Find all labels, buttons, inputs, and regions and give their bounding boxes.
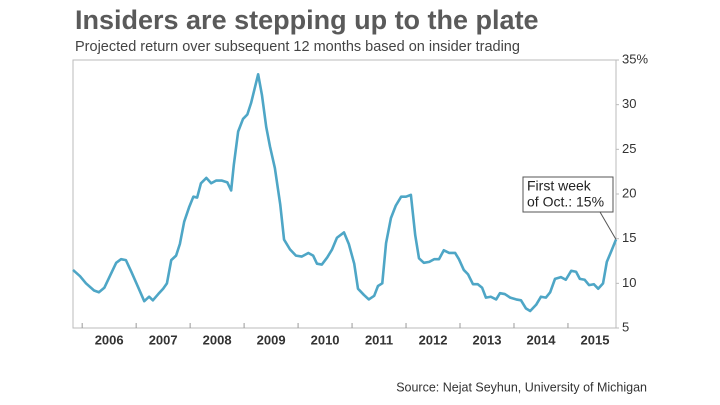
data-line [72,72,618,313]
annotation-leader [599,211,617,240]
chart-subtitle: Projected return over subsequent 12 mont… [75,39,520,55]
x-tick-label: 2008 [203,332,232,347]
y-tick-label: 35% [622,51,648,66]
x-tick-label: 2014 [527,332,557,347]
x-tick-label: 2012 [419,332,448,347]
x-tick-label: 2011 [365,332,393,347]
y-tick-label: 25 [622,141,636,156]
annotation-text: First week [527,178,592,194]
x-tick-label: 2015 [581,332,610,347]
annotation-box [522,176,614,213]
y-tick-label: 20 [622,185,636,200]
x-tick-label: 2006 [95,332,124,347]
x-tick-label: 2010 [311,332,340,347]
x-tick-label: 2009 [257,332,286,347]
y-tick-label: 10 [622,275,636,290]
y-tick-label: 15 [622,230,636,245]
y-tick-label: 5 [622,319,629,334]
y-tick-label: 30 [622,96,636,111]
x-tick-label: 2013 [473,332,502,347]
annotation-text: of Oct.: 15% [527,194,604,210]
source-note: Source: Nejat Seyhun, University of Mich… [396,380,647,394]
x-tick-label: 2007 [149,332,178,347]
chart-title: Insiders are stepping up to the plate [75,5,539,35]
